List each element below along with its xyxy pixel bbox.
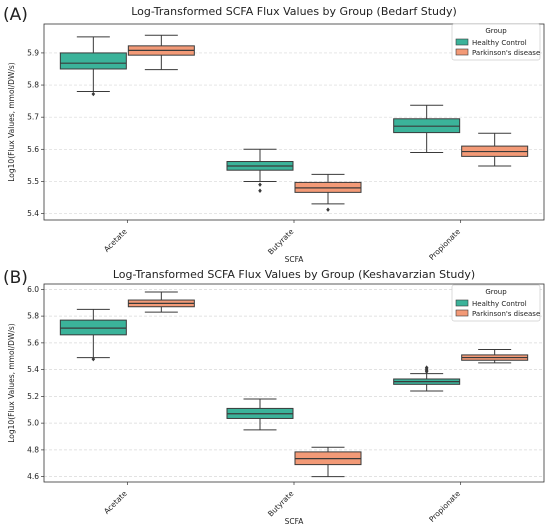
legend-entry: Parkinson's disease bbox=[472, 49, 540, 57]
legend-title: Group bbox=[485, 27, 507, 35]
x-tick-label-butyrate: Butyrate bbox=[266, 227, 296, 257]
y-axis-label: Log10(Flux Values, mmol/DW/s) bbox=[7, 323, 16, 443]
y-tick-label: 5.7 bbox=[27, 113, 39, 122]
chart-title: Log-Transformed SCFA Flux Values by Grou… bbox=[131, 5, 457, 18]
outlier-point bbox=[258, 188, 262, 193]
y-tick-label: 5.6 bbox=[27, 338, 39, 347]
x-axis-label: SCFA bbox=[285, 255, 305, 264]
bedarf-boxplot-chart: 5.4 5.5 5.6 5.7 5.8 5.9 Log-Transformed SCFA F… bbox=[7, 5, 545, 264]
x-tick-label-propionate: Propionate bbox=[427, 227, 462, 262]
legend: Group Healthy Control Parkinson's disease bbox=[451, 284, 541, 322]
box-healthy-control-propionate bbox=[393, 104, 461, 154]
box-healthy-control-acetate bbox=[59, 36, 127, 97]
legend-box bbox=[451, 284, 541, 322]
outlier-point bbox=[326, 207, 330, 212]
legend-title: Group bbox=[485, 288, 507, 296]
legend-swatch bbox=[455, 299, 469, 307]
box-healthy-control-butyrate bbox=[226, 148, 294, 193]
y-tick-label: 6.0 bbox=[27, 285, 39, 294]
legend-entry: Healthy Control bbox=[472, 300, 527, 308]
box-healthy-control-butyrate bbox=[226, 398, 294, 431]
box-parkinson-s-disease-butyrate bbox=[294, 173, 362, 212]
box-parkinson-s-disease-acetate bbox=[127, 34, 195, 71]
outlier-point bbox=[91, 356, 96, 362]
x-tick-label-acetate: Acetate bbox=[102, 227, 129, 254]
keshavarzian-boxplot-chart: 4.6 4.8 5.0 5.2 5.4 5.6 5.8 6.0 Log-Transformed … bbox=[7, 268, 545, 526]
panel-label-b: (B) bbox=[3, 268, 28, 288]
box-parkinson-s-disease-propionate bbox=[461, 132, 529, 167]
outlier-point bbox=[424, 365, 429, 370]
y-tick-label: 5.8 bbox=[27, 312, 39, 321]
box-parkinson-s-disease-acetate bbox=[127, 291, 195, 313]
y-tick-label: 5.0 bbox=[27, 419, 39, 428]
panel-label-a: (A) bbox=[3, 5, 28, 25]
outlier-point bbox=[258, 182, 262, 187]
legend-swatch bbox=[455, 48, 469, 56]
box-iqr bbox=[59, 319, 127, 336]
y-tick-label: 5.5 bbox=[27, 177, 39, 186]
y-tick-label: 4.8 bbox=[27, 445, 39, 454]
x-tick-label-acetate: Acetate bbox=[102, 489, 129, 516]
legend-swatch bbox=[455, 309, 469, 317]
box-iqr bbox=[59, 52, 127, 70]
box-healthy-control-acetate bbox=[59, 308, 127, 362]
panel-b: (B) 4.6 4.8 5.0 5.2 5.4 5.6 5.8 6.0 Log-Transfor… bbox=[0, 265, 550, 530]
y-tick-label: 5.4 bbox=[27, 209, 39, 218]
legend-entry: Parkinson's disease bbox=[472, 310, 540, 318]
legend-swatch bbox=[455, 38, 469, 46]
x-tick-label-propionate: Propionate bbox=[427, 489, 462, 524]
legend-entry: Healthy Control bbox=[472, 39, 527, 47]
x-tick-label-butyrate: Butyrate bbox=[266, 489, 296, 519]
y-tick-label: 4.6 bbox=[27, 472, 39, 481]
y-tick-label: 5.4 bbox=[27, 365, 39, 374]
y-axis-label: Log10(Flux Values, mmol/DW/s) bbox=[7, 62, 16, 182]
outlier-point bbox=[91, 91, 96, 97]
y-tick-label: 5.8 bbox=[27, 81, 39, 90]
box-healthy-control-propionate bbox=[393, 365, 461, 392]
legend-box bbox=[451, 23, 541, 61]
box-parkinson-s-disease-propionate bbox=[461, 349, 529, 364]
y-tick-label: 5.9 bbox=[27, 48, 39, 57]
x-axis-label: SCFA bbox=[285, 517, 305, 526]
chart-title: Log-Transformed SCFA Flux Values by Grou… bbox=[113, 268, 475, 281]
legend: Group Healthy Control Parkinson's disease bbox=[451, 23, 541, 61]
panel-a: (A) 5.4 5.5 5.6 5.7 5.8 5.9 Log-Transformed SC… bbox=[3, 5, 545, 264]
y-tick-label: 5.6 bbox=[27, 145, 39, 154]
box-parkinson-s-disease-butyrate bbox=[294, 446, 362, 478]
y-tick-label: 5.2 bbox=[27, 392, 39, 401]
